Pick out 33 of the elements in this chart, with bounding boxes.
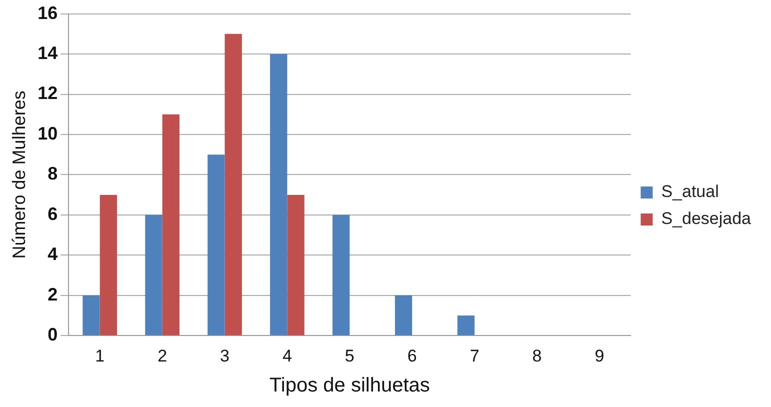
bar	[145, 214, 162, 336]
bar	[332, 214, 350, 336]
x-tick-label: 4	[282, 346, 292, 366]
x-tick-label: 1	[95, 346, 105, 366]
legend-label: S_atual	[661, 182, 719, 202]
x-tick-label: 7	[470, 346, 480, 366]
bar	[162, 114, 180, 336]
y-tick-label: 2	[48, 284, 58, 304]
x-tick-label: 6	[407, 346, 417, 366]
y-axis-title: Número de Mulheres	[8, 90, 29, 259]
legend-label: S_desejada	[661, 209, 752, 228]
x-axis-title: Tipos de silhuetas	[269, 374, 430, 397]
x-tick-label: 2	[158, 346, 168, 366]
bar	[457, 315, 475, 336]
bar	[82, 295, 100, 336]
x-tick-label: 9	[594, 346, 604, 366]
bar	[270, 54, 288, 336]
y-tick-label: 10	[38, 123, 58, 144]
y-tick-label: 12	[38, 83, 58, 104]
bar	[208, 154, 225, 336]
x-tick-label: 3	[220, 346, 230, 366]
x-tick-label: 8	[532, 346, 542, 366]
y-tick-label: 6	[48, 204, 58, 224]
bar	[100, 194, 118, 336]
y-tick-label: 16	[38, 2, 58, 23]
bar	[394, 295, 412, 336]
y-tick-label: 0	[48, 324, 58, 345]
y-tick-label: 4	[48, 244, 58, 264]
y-tick-label: 8	[48, 164, 58, 184]
bar	[287, 194, 304, 336]
y-tick-label: 14	[38, 42, 58, 63]
x-tick-label: 5	[344, 346, 354, 366]
bar	[224, 34, 242, 336]
